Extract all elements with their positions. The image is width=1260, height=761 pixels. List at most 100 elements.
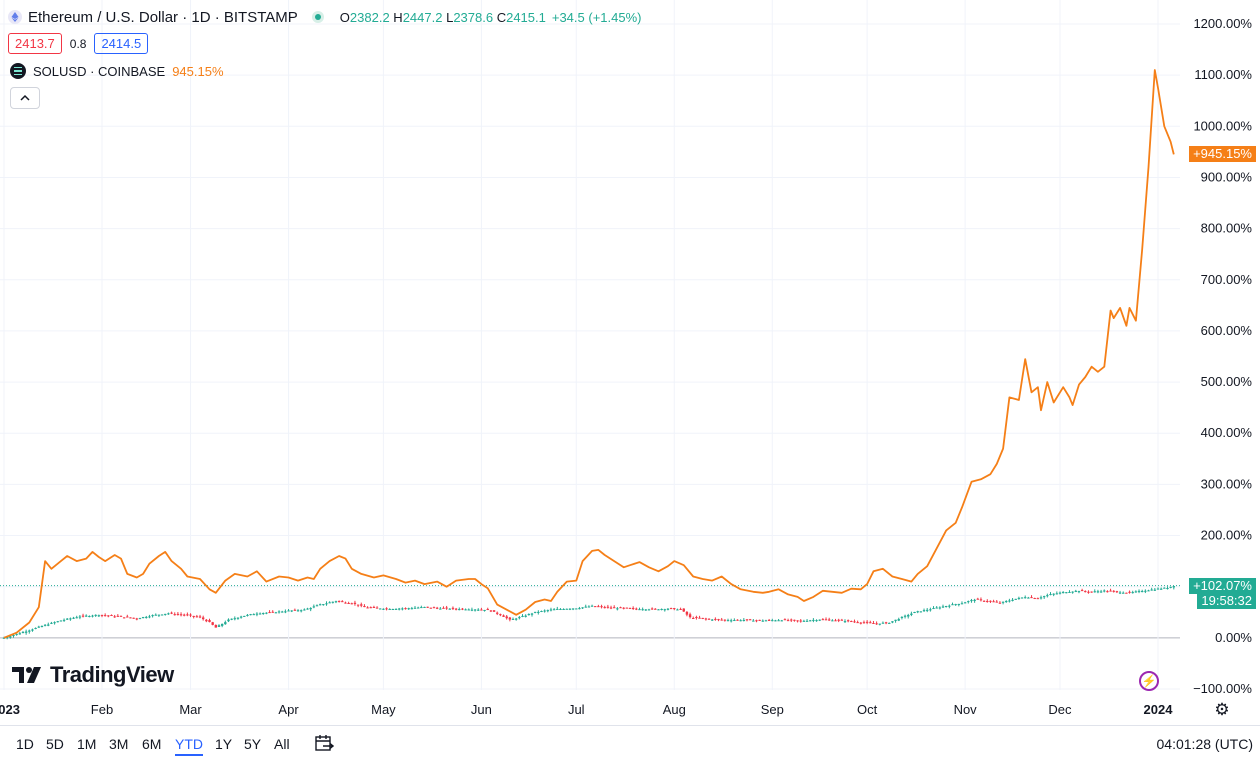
candle-body — [258, 613, 262, 615]
x-tick-label: Apr — [278, 702, 299, 717]
candle-body — [391, 609, 395, 611]
candle-body — [922, 610, 926, 612]
candle-body — [1109, 590, 1112, 592]
candle-body — [745, 619, 749, 621]
candle-body — [622, 607, 625, 609]
candle-body — [21, 632, 25, 634]
bid-price[interactable]: 2413.7 — [8, 33, 62, 54]
range-3m-button[interactable]: 3M — [109, 736, 129, 752]
ask-price[interactable]: 2414.5 — [94, 33, 149, 54]
candle-body — [654, 608, 657, 610]
high-value: 2447.2 — [402, 9, 443, 25]
candle-body — [312, 606, 316, 608]
market-status-icon[interactable] — [311, 11, 324, 23]
candle-body — [233, 618, 236, 620]
range-5y-button[interactable]: 5Y — [244, 736, 262, 752]
candle-body — [230, 618, 233, 620]
candle-body — [132, 617, 135, 619]
candle-body — [679, 608, 682, 610]
candle-body — [15, 633, 18, 635]
candle-body — [467, 609, 470, 611]
candle-body — [755, 620, 758, 622]
calendar-range-icon[interactable] — [314, 734, 334, 752]
candle-body — [75, 617, 78, 619]
candle-body — [322, 604, 325, 606]
candle-body — [587, 606, 591, 608]
candle-body — [1074, 590, 1077, 592]
tradingview-logo[interactable]: TradingView — [12, 662, 174, 688]
candle-body — [657, 609, 660, 611]
candle-body — [907, 615, 910, 617]
candle-body — [514, 618, 518, 620]
candle-body — [970, 600, 973, 602]
candle-body — [628, 607, 632, 609]
candle-body — [831, 620, 834, 622]
compare-legend[interactable]: SOLUSD · COINBASE 945.15% — [10, 63, 224, 79]
candle-body — [1159, 588, 1163, 590]
candle-body — [903, 615, 907, 617]
candle-body — [982, 600, 986, 602]
gear-icon[interactable]: ⚙ — [1214, 700, 1230, 719]
candle-body — [673, 608, 676, 610]
x-tick-label: Jul — [568, 702, 585, 717]
candle-body — [913, 611, 916, 614]
bar-countdown-tag: 19:58:32 — [1197, 593, 1256, 609]
candle-body — [711, 619, 714, 621]
candle-body — [815, 620, 818, 622]
range-all-button[interactable]: All — [274, 736, 290, 752]
range-1d-button[interactable]: 1D — [16, 736, 34, 752]
candle-body — [701, 617, 704, 619]
candle-body — [299, 610, 303, 612]
range-1y-button[interactable]: 1Y — [215, 736, 233, 752]
symbol-legend[interactable]: Ethereum / U.S. Dollar · 1D · BITSTAMP O… — [8, 6, 641, 28]
candle-body — [967, 601, 970, 603]
candle-body — [179, 614, 183, 616]
candle-body — [859, 622, 863, 624]
candle-body — [363, 606, 366, 608]
range-5d-button[interactable]: 5D — [46, 736, 64, 752]
candle-body — [186, 614, 189, 616]
range-6m-button[interactable]: 6M — [142, 736, 162, 752]
candle-body — [1156, 588, 1160, 590]
candle-body — [1087, 591, 1090, 593]
x-tick-label: Feb — [91, 702, 113, 717]
candle-body — [1052, 593, 1055, 595]
candle-body — [50, 622, 53, 624]
candle-body — [341, 601, 344, 603]
candle-body — [366, 607, 369, 609]
candle-body — [350, 603, 353, 605]
candle-body — [989, 600, 992, 602]
candle-body — [486, 609, 489, 611]
utc-clock[interactable]: 04:01:28 (UTC) — [1156, 736, 1253, 752]
candle-body — [1125, 592, 1128, 594]
candle-body — [638, 609, 641, 611]
lightning-icon[interactable]: ⚡ — [1139, 671, 1159, 691]
eth-candles — [2, 586, 1176, 640]
candle-body — [205, 619, 208, 622]
candle-body — [211, 622, 214, 625]
range-1m-button[interactable]: 1M — [77, 736, 97, 752]
candle-body — [255, 613, 259, 615]
collapse-legend-button[interactable] — [10, 87, 40, 109]
candle-body — [170, 612, 173, 614]
candle-body — [834, 620, 837, 622]
candle-body — [986, 600, 989, 602]
candle-body — [1024, 597, 1027, 599]
candle-body — [461, 608, 464, 610]
candle-body — [698, 617, 701, 619]
candle-body — [88, 616, 91, 618]
x-tick-label: 2023 — [0, 702, 20, 717]
candle-body — [739, 620, 742, 622]
candle-body — [192, 615, 195, 617]
candle-body — [176, 613, 180, 615]
y-tick-label: 700.00% — [1201, 272, 1253, 287]
range-ytd-button[interactable]: YTD — [175, 736, 203, 756]
compare-symbol[interactable]: SOLUSD · COINBASE — [33, 63, 166, 79]
candle-body — [274, 612, 278, 614]
candle-body — [796, 620, 799, 622]
sol-series-line — [3, 69, 1175, 639]
candle-body — [1001, 601, 1005, 603]
symbol-title[interactable]: Ethereum / U.S. Dollar · 1D · BITSTAMP — [28, 8, 298, 26]
candle-body — [606, 606, 610, 608]
candle-body — [72, 617, 75, 619]
